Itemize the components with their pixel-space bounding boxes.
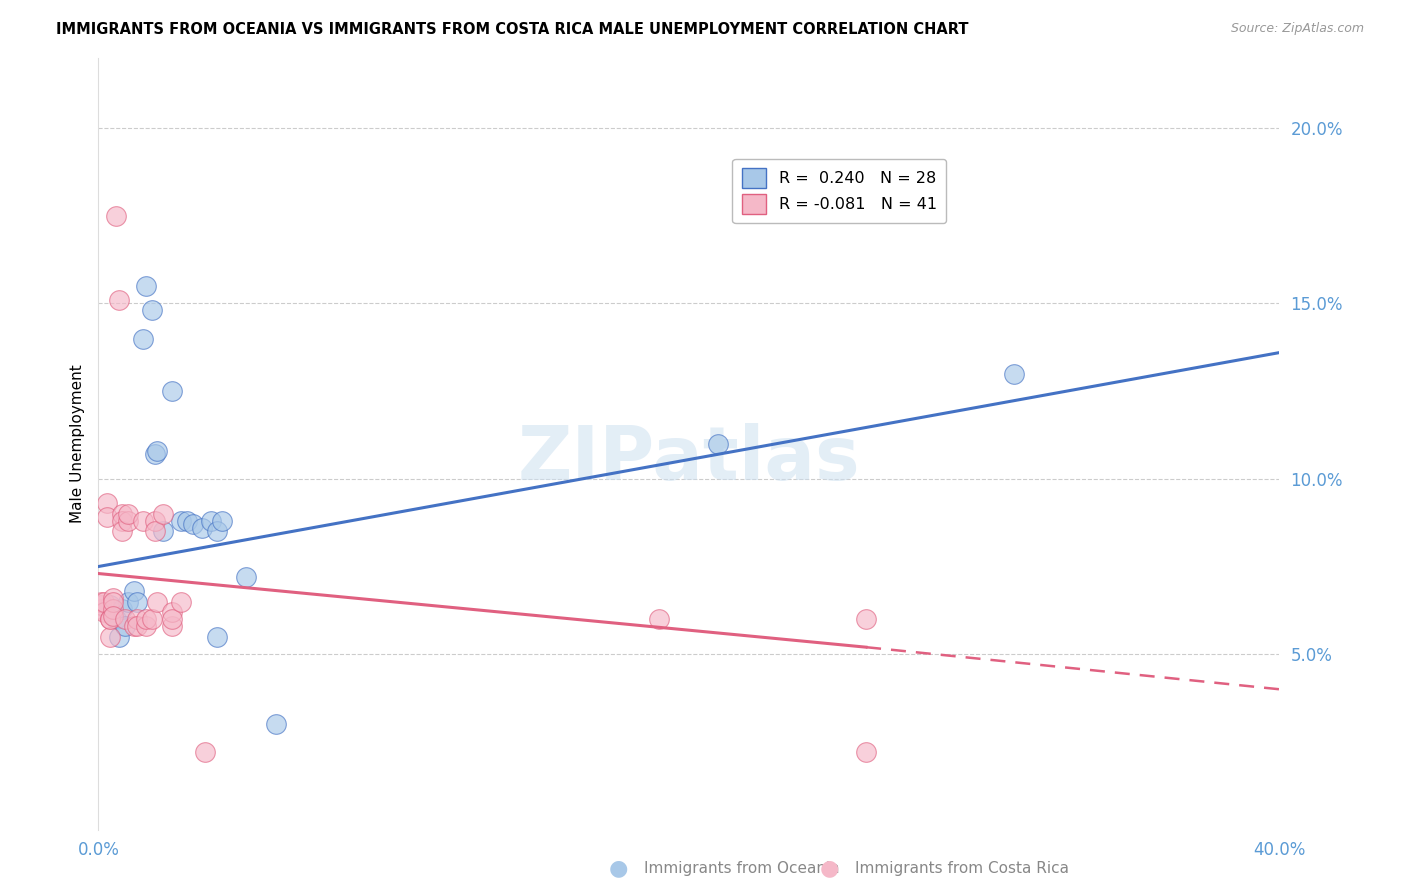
Point bbox=[143, 514, 166, 528]
Point bbox=[855, 612, 877, 626]
Point bbox=[93, 605, 115, 619]
Point bbox=[170, 514, 193, 528]
Point bbox=[235, 570, 257, 584]
Point bbox=[122, 584, 145, 599]
Point bbox=[90, 594, 112, 608]
Point bbox=[98, 612, 121, 626]
Point bbox=[90, 598, 112, 612]
Point bbox=[146, 594, 169, 608]
Point bbox=[200, 514, 222, 528]
Point bbox=[96, 510, 118, 524]
Point bbox=[194, 745, 217, 759]
Point bbox=[108, 630, 131, 644]
Point bbox=[125, 612, 148, 626]
Point bbox=[205, 630, 228, 644]
Point bbox=[135, 612, 157, 626]
Legend: R =  0.240   N = 28, R = -0.081   N = 41: R = 0.240 N = 28, R = -0.081 N = 41 bbox=[733, 159, 946, 223]
Point bbox=[111, 507, 134, 521]
Point bbox=[143, 524, 166, 539]
Point bbox=[117, 594, 139, 608]
Point bbox=[103, 605, 125, 619]
Point bbox=[98, 598, 121, 612]
Point bbox=[707, 436, 730, 450]
Text: IMMIGRANTS FROM OCEANIA VS IMMIGRANTS FROM COSTA RICA MALE UNEMPLOYMENT CORRELAT: IMMIGRANTS FROM OCEANIA VS IMMIGRANTS FR… bbox=[56, 22, 969, 37]
Point bbox=[141, 612, 163, 626]
Point bbox=[162, 612, 183, 626]
Point bbox=[125, 594, 148, 608]
Point bbox=[135, 619, 157, 633]
Point bbox=[135, 279, 157, 293]
Point bbox=[114, 619, 136, 633]
Point bbox=[162, 384, 183, 399]
Point bbox=[111, 601, 134, 615]
Text: ●: ● bbox=[820, 858, 839, 878]
Point bbox=[181, 517, 204, 532]
Point bbox=[152, 524, 174, 539]
Point bbox=[143, 447, 166, 461]
Point bbox=[146, 443, 169, 458]
Text: Immigrants from Oceania: Immigrants from Oceania bbox=[644, 861, 839, 876]
Point bbox=[211, 514, 233, 528]
Point bbox=[648, 612, 671, 626]
Point bbox=[264, 717, 287, 731]
Y-axis label: Male Unemployment: Male Unemployment bbox=[69, 365, 84, 523]
Point bbox=[103, 608, 125, 623]
Point bbox=[132, 332, 155, 346]
Point bbox=[98, 612, 121, 626]
Point bbox=[141, 303, 163, 318]
Point bbox=[103, 601, 125, 615]
Point bbox=[1002, 367, 1025, 381]
Point bbox=[162, 605, 183, 619]
Text: ZIPatlas: ZIPatlas bbox=[517, 423, 860, 496]
Point bbox=[855, 745, 877, 759]
Point bbox=[132, 514, 155, 528]
Point bbox=[125, 619, 148, 633]
Point bbox=[103, 594, 125, 608]
Point bbox=[205, 524, 228, 539]
Point bbox=[117, 514, 139, 528]
Point bbox=[122, 619, 145, 633]
Text: Source: ZipAtlas.com: Source: ZipAtlas.com bbox=[1230, 22, 1364, 36]
Point bbox=[103, 591, 125, 605]
Point bbox=[114, 612, 136, 626]
Point bbox=[111, 524, 134, 539]
Text: Immigrants from Costa Rica: Immigrants from Costa Rica bbox=[855, 861, 1069, 876]
Point bbox=[111, 514, 134, 528]
Point bbox=[96, 496, 118, 510]
Point bbox=[162, 619, 183, 633]
Point bbox=[117, 507, 139, 521]
Point bbox=[105, 209, 128, 223]
Point bbox=[90, 601, 112, 615]
Point bbox=[93, 594, 115, 608]
Point bbox=[108, 293, 131, 307]
Point bbox=[98, 630, 121, 644]
Point bbox=[191, 521, 214, 535]
Point bbox=[105, 612, 128, 626]
Text: ●: ● bbox=[609, 858, 628, 878]
Point bbox=[170, 594, 193, 608]
Point bbox=[176, 514, 198, 528]
Point bbox=[152, 507, 174, 521]
